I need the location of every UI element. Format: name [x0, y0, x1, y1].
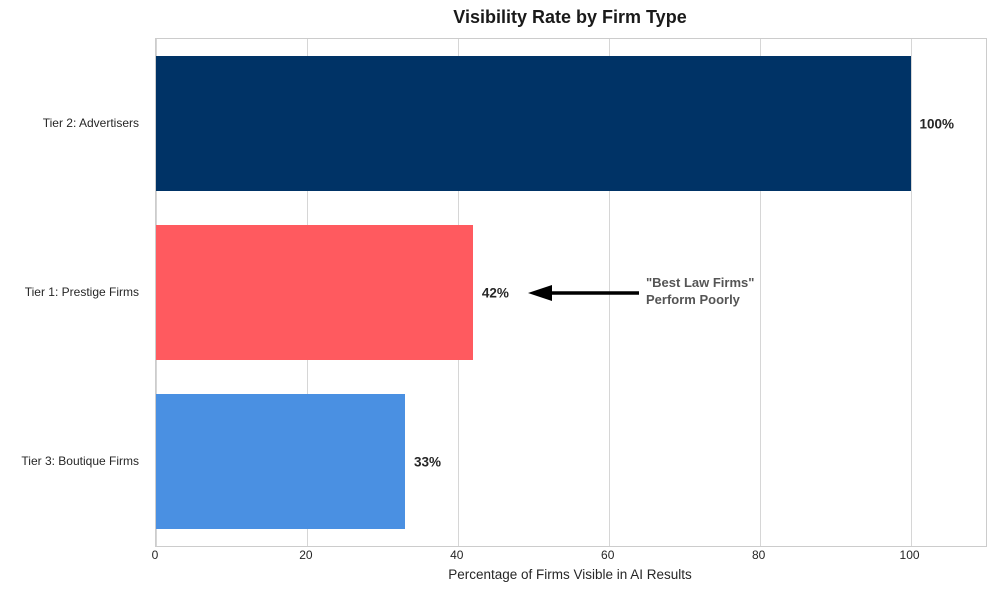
- x-tick-label: 80: [751, 548, 766, 562]
- x-tick-label: 20: [299, 548, 313, 562]
- x-axis-tick-labels: 0 20 40 60 80 100: [151, 548, 985, 566]
- bar-value-label: 100%: [919, 116, 955, 131]
- y-category-label: Tier 2: Advertisers: [42, 115, 139, 130]
- x-tick-label: 0: [151, 548, 159, 562]
- annotation-line-2: Perform Poorly: [646, 292, 740, 307]
- bar-value-label: 33%: [414, 454, 442, 469]
- bar-tier-3-boutique-firms: [156, 393, 405, 530]
- x-tick-label: 40: [450, 548, 464, 562]
- x-tick-label: 60: [601, 548, 615, 562]
- bar-tier-1-prestige-firms: [156, 224, 473, 361]
- annotation-line-1: "Best Law Firms": [646, 275, 755, 290]
- x-axis-title: Percentage of Firms Visible in AI Result…: [448, 567, 692, 582]
- y-category-label: Tier 3: Boutique Firms: [21, 453, 139, 468]
- bar-value-label: 42%: [481, 285, 509, 300]
- gridline: [759, 39, 761, 546]
- chart-title: Visibility Rate by Firm Type: [453, 7, 687, 27]
- gridline: [910, 39, 912, 546]
- y-axis-category-labels: Tier 2: Advertisers Tier 1: Prestige Firm…: [0, 38, 147, 545]
- x-tick-label: 100: [899, 548, 920, 562]
- annotation-text: "Best Law Firms" Perform Poorly: [646, 274, 754, 308]
- plot-area: "Best Law Firms" Perform Poorly 100% 42% 3…: [155, 38, 987, 547]
- y-category-label: Tier 1: Prestige Firms: [24, 284, 139, 299]
- bar-tier-2-advertisers: [156, 55, 911, 192]
- annotation-arrow-icon: [528, 285, 639, 301]
